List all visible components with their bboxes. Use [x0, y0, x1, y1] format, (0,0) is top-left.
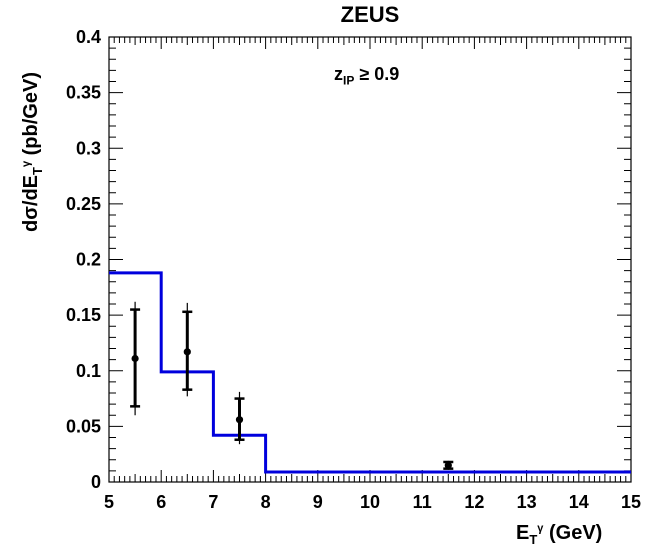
- x-tick-label: 7: [208, 492, 218, 512]
- annotation-main: z: [334, 64, 343, 84]
- x-tick-label: 12: [464, 492, 484, 512]
- x-tick-label: 14: [569, 492, 589, 512]
- xlabel-sub: T: [529, 532, 538, 547]
- plot-frame: [108, 36, 632, 483]
- data-point: [131, 354, 139, 363]
- y-tick-label: 0.25: [66, 194, 101, 214]
- xlabel-main: E: [516, 522, 530, 544]
- data-point: [444, 461, 452, 469]
- x-tick-label: 11: [413, 492, 432, 512]
- y-tick-label: 0.2: [76, 250, 101, 270]
- data-point: [235, 416, 244, 424]
- y-tick-label: 0.05: [66, 416, 101, 436]
- x-tick-label: 8: [261, 492, 271, 512]
- mc-histogram-line: [109, 271, 631, 474]
- y-tick-label: 0.35: [66, 83, 101, 103]
- y-tick-label: 0.3: [76, 138, 101, 158]
- annotation-sub: IP: [343, 73, 355, 88]
- data-point: [183, 348, 191, 356]
- x-tick-label: 13: [517, 492, 537, 512]
- y-tick-label: 0.4: [76, 27, 101, 47]
- x-axis-label: ETγ (GeV): [516, 522, 602, 547]
- y-tick-label: 0.1: [76, 361, 101, 381]
- x-tick-label: 5: [104, 492, 114, 512]
- selection-annotation: zIP ≥ 0.9: [334, 64, 399, 88]
- annotation-rest: ≥ 0.9: [354, 64, 400, 84]
- x-tick-label: 10: [360, 492, 380, 512]
- xlabel-rest: (GeV): [543, 522, 603, 544]
- x-tick-label: 6: [156, 492, 166, 512]
- x-tick-label: 9: [313, 492, 323, 512]
- x-tick-label: 15: [621, 492, 641, 512]
- xlabel-sup: γ: [537, 522, 544, 535]
- chart-title: ZEUS: [340, 2, 400, 27]
- y-tick-label: 0.15: [66, 305, 101, 325]
- y-tick-label: 0: [91, 472, 101, 492]
